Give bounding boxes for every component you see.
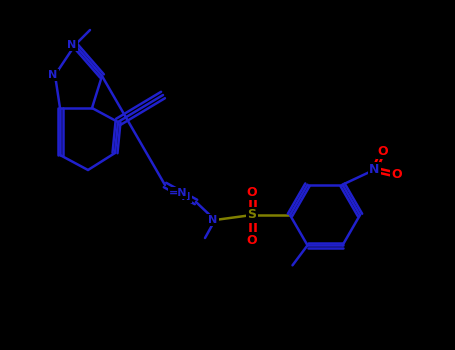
Text: =N: =N [172, 192, 191, 202]
Text: N: N [48, 70, 58, 80]
Text: N: N [369, 163, 379, 176]
Text: O: O [247, 233, 258, 246]
Text: O: O [247, 186, 258, 198]
Text: N: N [67, 40, 76, 50]
Text: =N: =N [169, 188, 187, 198]
Text: N: N [208, 215, 217, 225]
Text: O: O [377, 145, 388, 158]
Text: S: S [248, 209, 257, 222]
Text: O: O [391, 168, 402, 181]
